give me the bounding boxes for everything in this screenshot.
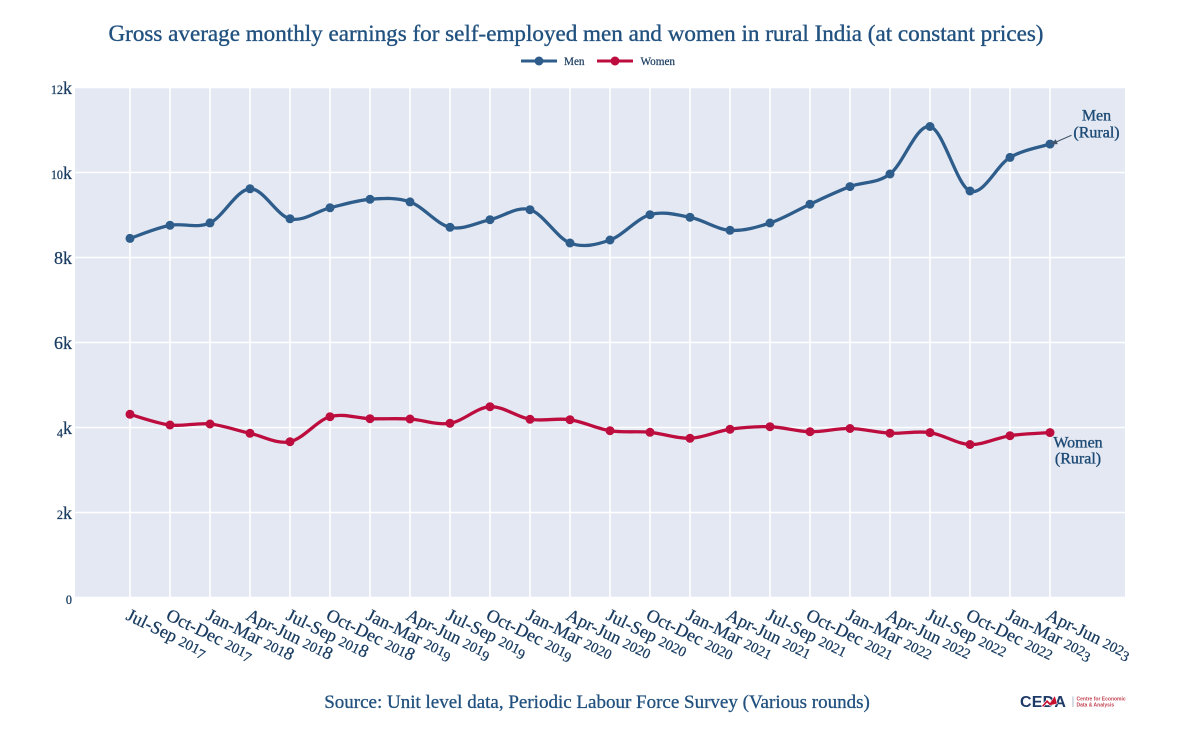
svg-text:10k: 10k [51,163,72,183]
svg-text:Data & Analysis: Data & Analysis [1077,702,1115,708]
svg-text:2k: 2k [57,503,72,523]
svg-text:Centre for Economic: Centre for Economic [1077,697,1126,703]
svg-text:Women: Women [1053,435,1102,452]
svg-text:0: 0 [66,593,72,607]
svg-text:(Rural): (Rural) [1073,125,1119,142]
svg-text:Men: Men [1082,108,1111,125]
svg-text:CEDA: CEDA [1020,694,1066,711]
svg-text:4k: 4k [57,418,72,440]
svg-text:Source: Unit level data, Perio: Source: Unit level data, Periodic Labour… [324,692,870,713]
svg-text:Gross average monthly earnings: Gross average monthly earnings for self-… [109,20,1044,46]
svg-text:8k: 8k [54,248,72,268]
svg-text:Women: Women [641,56,676,68]
svg-text:Men: Men [564,56,585,68]
svg-text:12k: 12k [51,78,72,98]
svg-text:(Rural): (Rural) [1055,451,1101,468]
svg-text:6k: 6k [54,333,72,353]
